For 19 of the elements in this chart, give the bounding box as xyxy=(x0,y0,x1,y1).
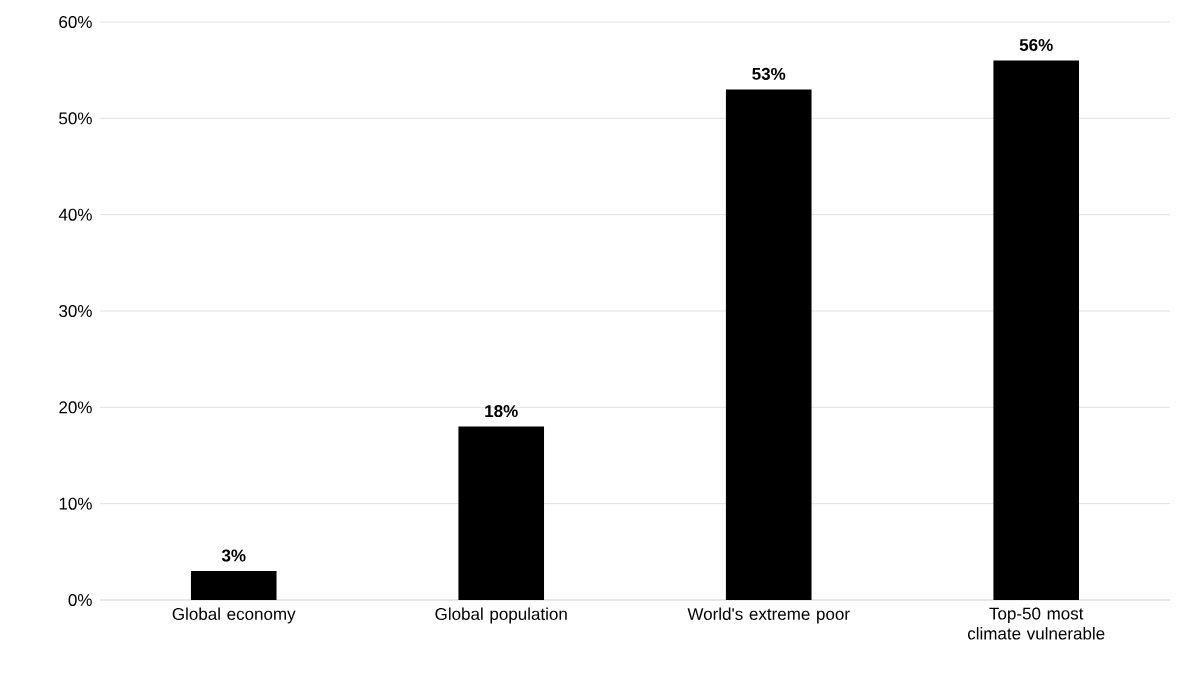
x-tick-label: Global economy xyxy=(172,607,296,624)
y-tick-label: 0% xyxy=(68,593,92,607)
y-tick-label: 20% xyxy=(59,401,92,414)
x-tick-label: Global population xyxy=(435,607,567,624)
data-label: 3% xyxy=(221,549,246,562)
y-tick-label: 60% xyxy=(59,15,92,29)
bar xyxy=(190,571,277,600)
data-label: 18% xyxy=(485,405,518,418)
data-label: 56% xyxy=(1019,38,1053,51)
x-tick-label: Top-50 most climate vulnerable xyxy=(967,607,1105,640)
y-tick-label: 30% xyxy=(59,304,92,318)
x-tick-label: World's extreme poor xyxy=(687,607,850,624)
y-tick-label: 40% xyxy=(58,208,92,221)
bar xyxy=(993,60,1080,600)
data-label: 53% xyxy=(752,67,786,80)
bar xyxy=(725,89,812,600)
y-tick-label: 10% xyxy=(59,497,92,510)
bar xyxy=(458,426,545,600)
y-tick-label: 50% xyxy=(59,112,92,125)
